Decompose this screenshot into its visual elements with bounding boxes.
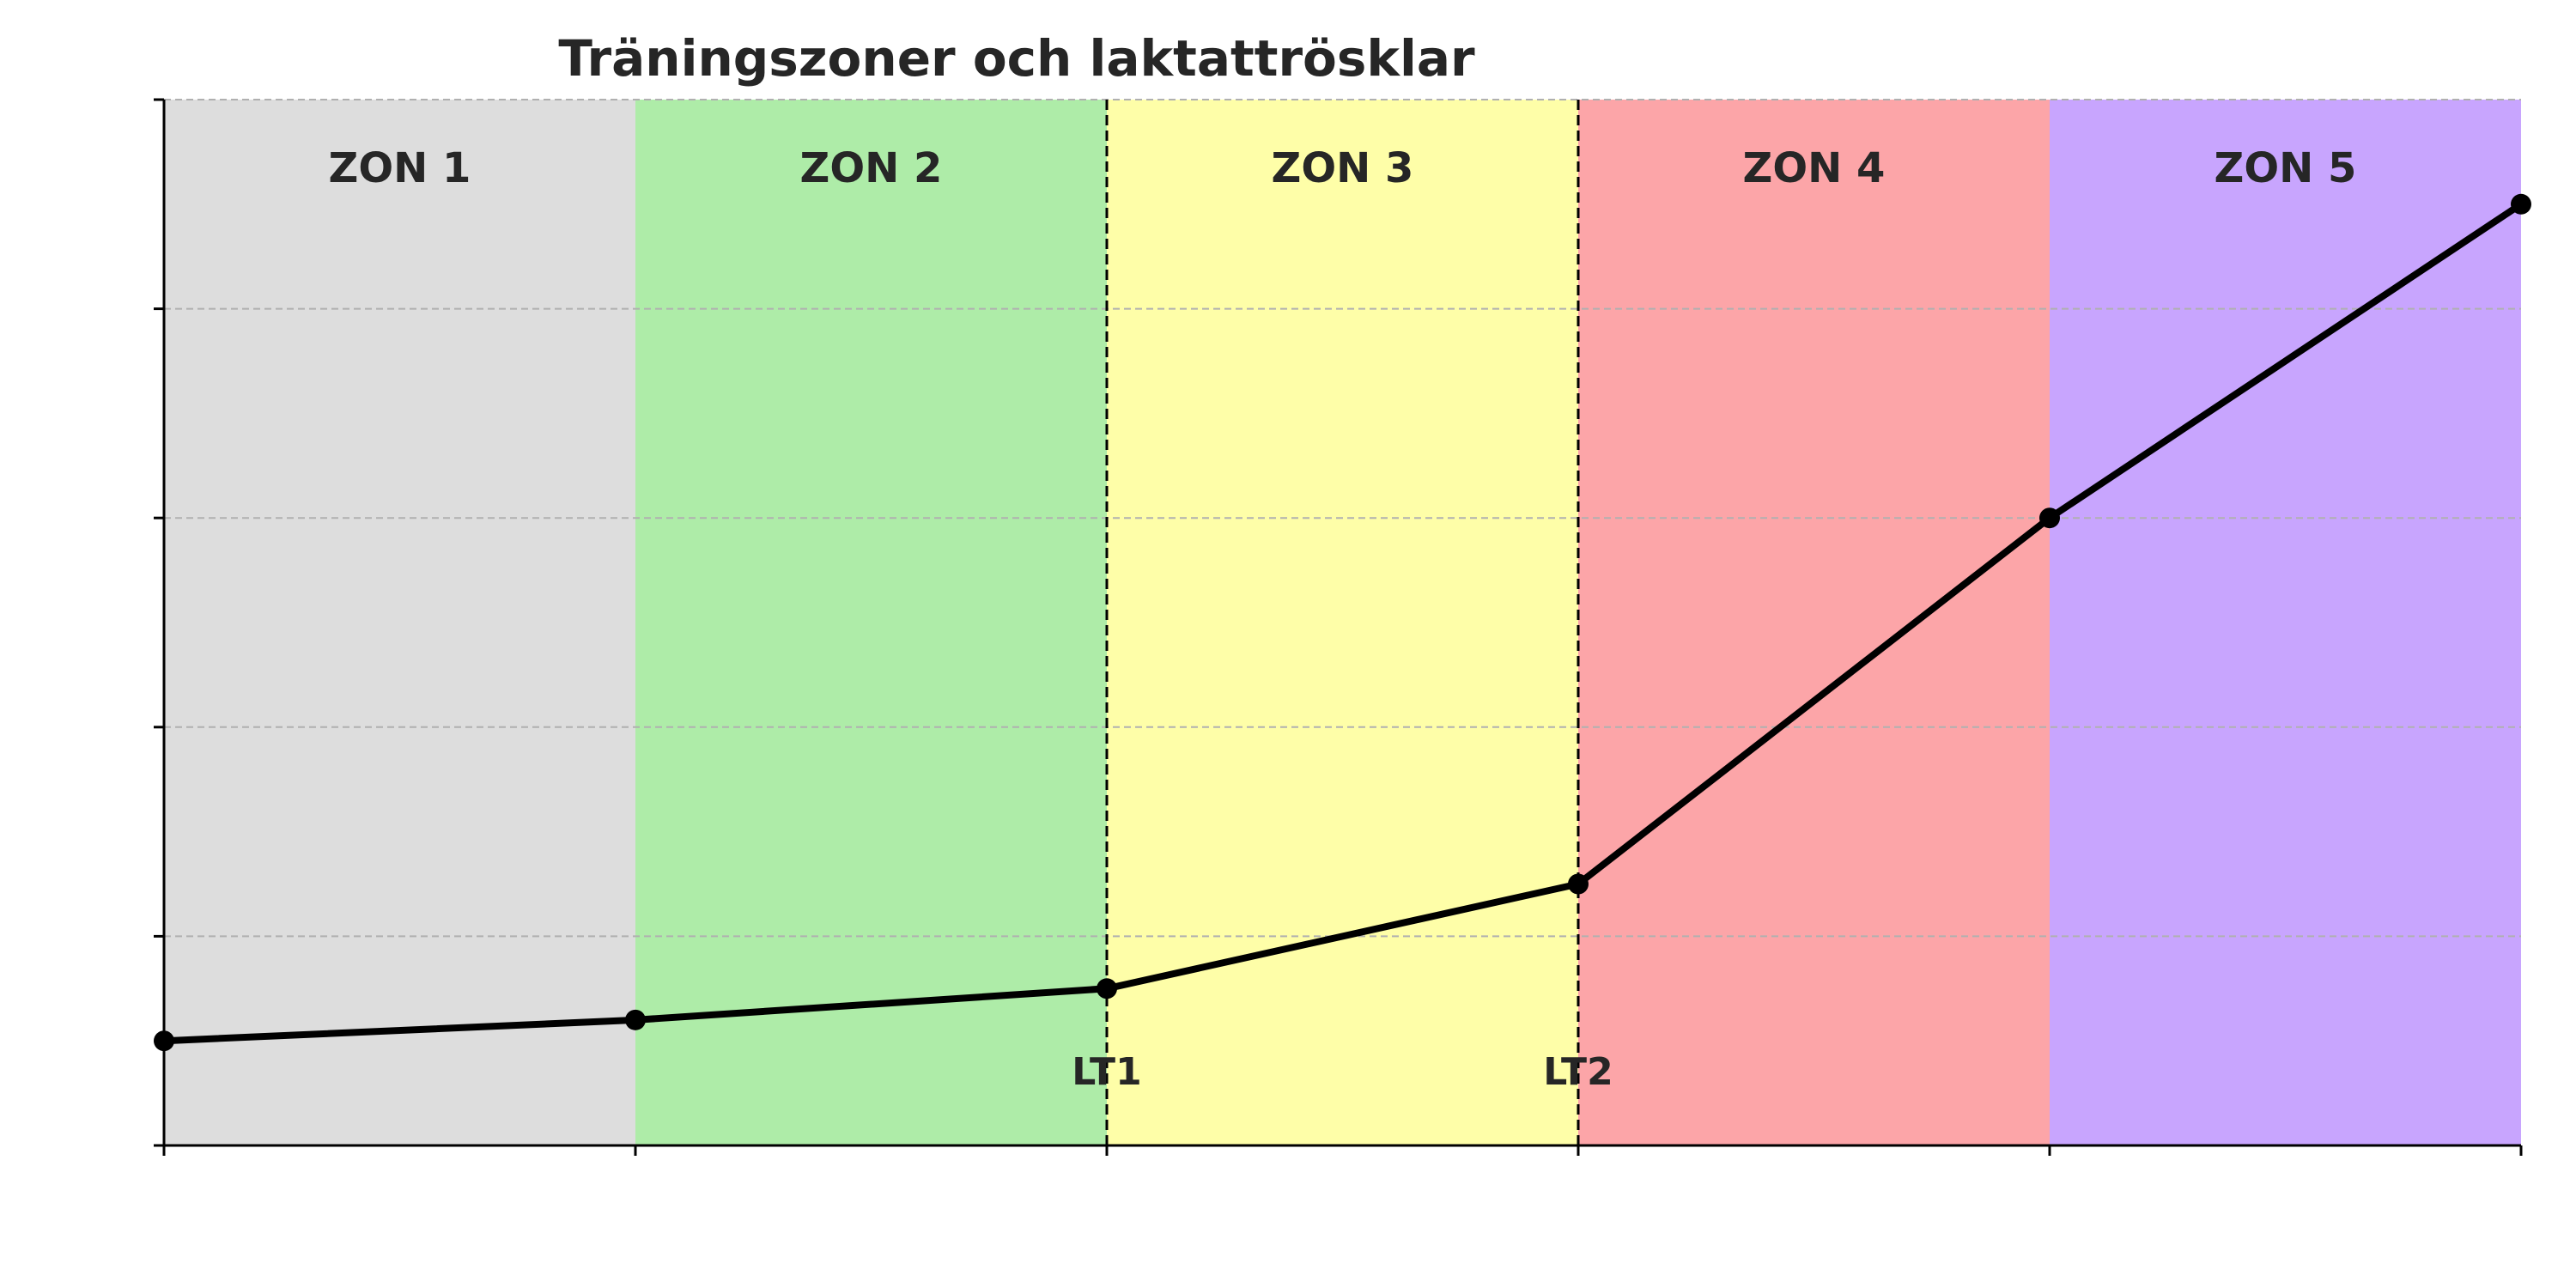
line-point bbox=[1097, 978, 1117, 999]
zone-label: ZON 3 bbox=[1272, 144, 1414, 192]
zone-label: ZON 4 bbox=[1743, 144, 1886, 192]
zone-band bbox=[1578, 100, 2050, 1145]
zone-band bbox=[2050, 100, 2521, 1145]
zone-band bbox=[1107, 100, 1578, 1145]
line-point bbox=[2039, 507, 2060, 529]
zone-label: ZON 5 bbox=[2215, 144, 2357, 192]
line-point bbox=[625, 1009, 646, 1030]
line-point bbox=[154, 1030, 174, 1052]
threshold-label: LT2 bbox=[1543, 1050, 1613, 1094]
threshold-label: LT1 bbox=[1072, 1050, 1141, 1094]
line-series bbox=[163, 201, 2524, 1045]
chart-title: Träningszoner och laktattrösklar bbox=[558, 29, 1475, 88]
zone-band bbox=[635, 100, 1107, 1145]
line-point bbox=[1568, 873, 1589, 895]
zone-label: ZON 1 bbox=[329, 144, 471, 192]
line-point bbox=[2511, 193, 2531, 215]
zone-label: ZON 2 bbox=[800, 144, 943, 192]
zone-band bbox=[164, 100, 635, 1145]
